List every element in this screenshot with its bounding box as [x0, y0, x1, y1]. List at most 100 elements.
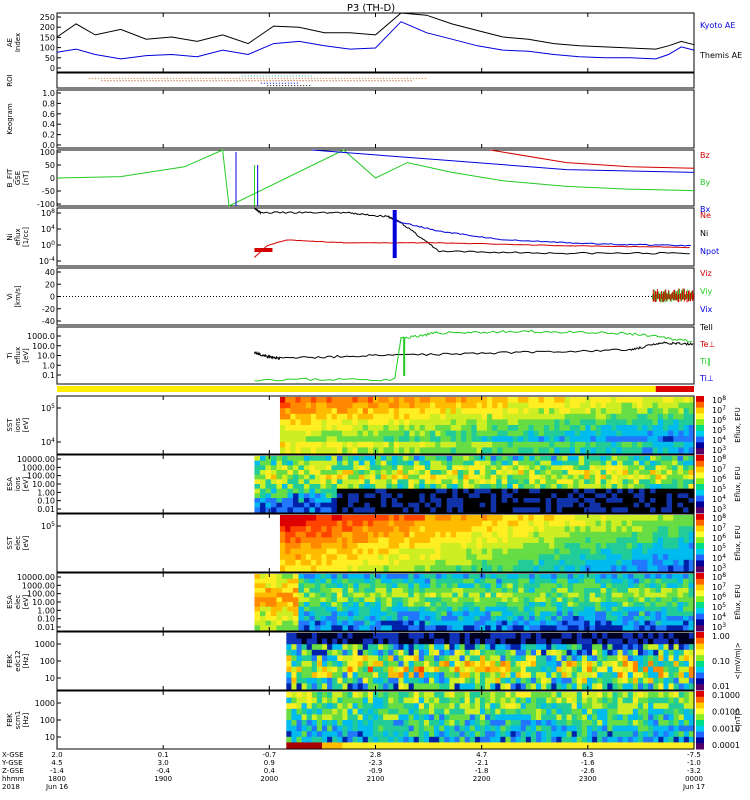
spectrogram-cell [424, 592, 431, 598]
spectrogram-cell [342, 661, 349, 668]
spectrogram-cell [490, 507, 497, 513]
spectrogram-cell [342, 565, 348, 572]
spectrogram-cell [298, 507, 305, 513]
spectrogram-cell [424, 447, 431, 454]
spectrogram-cell [571, 638, 578, 645]
spectrogram-cell [637, 677, 644, 684]
spectrogram-cell [567, 460, 574, 466]
spectrogram-cell [413, 672, 420, 679]
spectrogram-cell [419, 559, 426, 566]
spectrogram-cell [540, 620, 547, 626]
spectrogram-cell [502, 565, 509, 572]
spectrogram-cell [347, 597, 354, 603]
spectrogram-cell [327, 644, 333, 651]
spectrogram-cell [388, 425, 395, 432]
spectrogram-cell [391, 597, 398, 603]
colorbar-segment [696, 590, 704, 597]
spectrogram-cell [408, 484, 415, 490]
spectrogram-cell [331, 425, 338, 432]
spectrogram-cell [652, 430, 659, 437]
spectrogram-cell [295, 447, 302, 454]
spectrogram-cell [300, 441, 307, 448]
spectrogram-cell [362, 565, 369, 572]
spectrogram-cell [342, 548, 348, 555]
spectrogram-cell [507, 616, 514, 622]
spectrogram-cell [367, 425, 374, 432]
spectrogram-cell [430, 574, 437, 580]
spectrogram-cell [446, 597, 453, 603]
spectrogram-cell [586, 633, 593, 640]
spectrogram-cell [296, 692, 303, 699]
spectrogram-cell [445, 515, 452, 522]
y-tick-label: 0.01 [37, 505, 55, 514]
spectrogram-cell [657, 554, 664, 561]
colorbar-segment [696, 543, 704, 550]
spectrogram-cell [590, 531, 597, 538]
spectrogram-cell [321, 419, 328, 426]
colorbar-tick-label: 106 [712, 592, 726, 602]
spectrogram-cell [402, 592, 409, 598]
spectrogram-cell [466, 543, 473, 550]
spectrogram-cell [352, 559, 359, 566]
spectrogram-cell [650, 465, 657, 471]
spectrogram-cell [316, 436, 322, 443]
spectrogram-cell [571, 672, 578, 679]
legend-entry: Vix [700, 305, 713, 314]
spectrogram-cell [347, 460, 354, 466]
spectrogram-cell [378, 649, 384, 656]
spectrogram-cell [590, 430, 597, 437]
spectrogram-cell [639, 616, 646, 622]
spectrogram-cell [298, 460, 305, 466]
colorbar-segment [696, 507, 704, 514]
spectrogram-cell [512, 402, 519, 409]
spectrogram-cell [639, 493, 646, 499]
spectrogram-cell [628, 611, 635, 617]
spectrogram-cell [512, 502, 519, 508]
spectrogram-cell [413, 507, 420, 513]
spectrogram-cell [287, 616, 294, 622]
spectrogram-cell [533, 548, 540, 555]
spectrogram-cell [298, 588, 305, 594]
spectrogram-cell [663, 672, 670, 679]
spectrogram-cell [523, 430, 529, 437]
spectrogram-cell [569, 531, 576, 538]
spectrogram-cell [677, 479, 684, 485]
spectrogram-cell [414, 402, 421, 409]
spectrogram-cell [380, 502, 387, 508]
spectrogram-cell [502, 447, 509, 454]
spectrogram-cell [567, 606, 574, 612]
spectrogram-cell [585, 526, 592, 533]
spectrogram-cell [419, 548, 426, 555]
spectrogram-cell [562, 606, 569, 612]
spectrogram-cell [540, 465, 547, 471]
spectrogram-cell [300, 548, 307, 555]
spectrogram-cell [678, 633, 685, 640]
spectrogram-cell [419, 493, 426, 499]
spectrogram-cell [309, 474, 316, 480]
spectrogram-cell [556, 479, 563, 485]
y-tick-label: 0.6 [42, 110, 55, 119]
spectrogram-cell [652, 441, 659, 448]
spectrogram-cell [386, 583, 393, 589]
spectrogram-cell [481, 408, 488, 415]
spectrogram-cell [362, 441, 369, 448]
spectrogram-cell [606, 470, 613, 476]
spectrogram-cell [631, 559, 638, 566]
spectrogram-cell [331, 447, 338, 454]
spectrogram-cell [402, 583, 409, 589]
spectrogram-cell [316, 413, 322, 420]
spectrogram-cell [398, 543, 405, 550]
spectrogram-cell [643, 644, 649, 651]
spectrogram-cell [585, 515, 592, 522]
spectrogram-cell [523, 456, 530, 462]
spectrogram-cell [270, 465, 278, 471]
spectrogram-cell [492, 408, 498, 415]
spectrogram-cell [398, 683, 405, 690]
spectrogram-cell [600, 479, 607, 485]
spectrogram-cell [501, 606, 508, 612]
y-tick-label: 20 [45, 280, 55, 289]
spectrogram-cell [463, 597, 470, 603]
spectrogram-cell [518, 397, 524, 404]
ne-low [254, 248, 273, 252]
spectrogram-cell [408, 502, 415, 508]
